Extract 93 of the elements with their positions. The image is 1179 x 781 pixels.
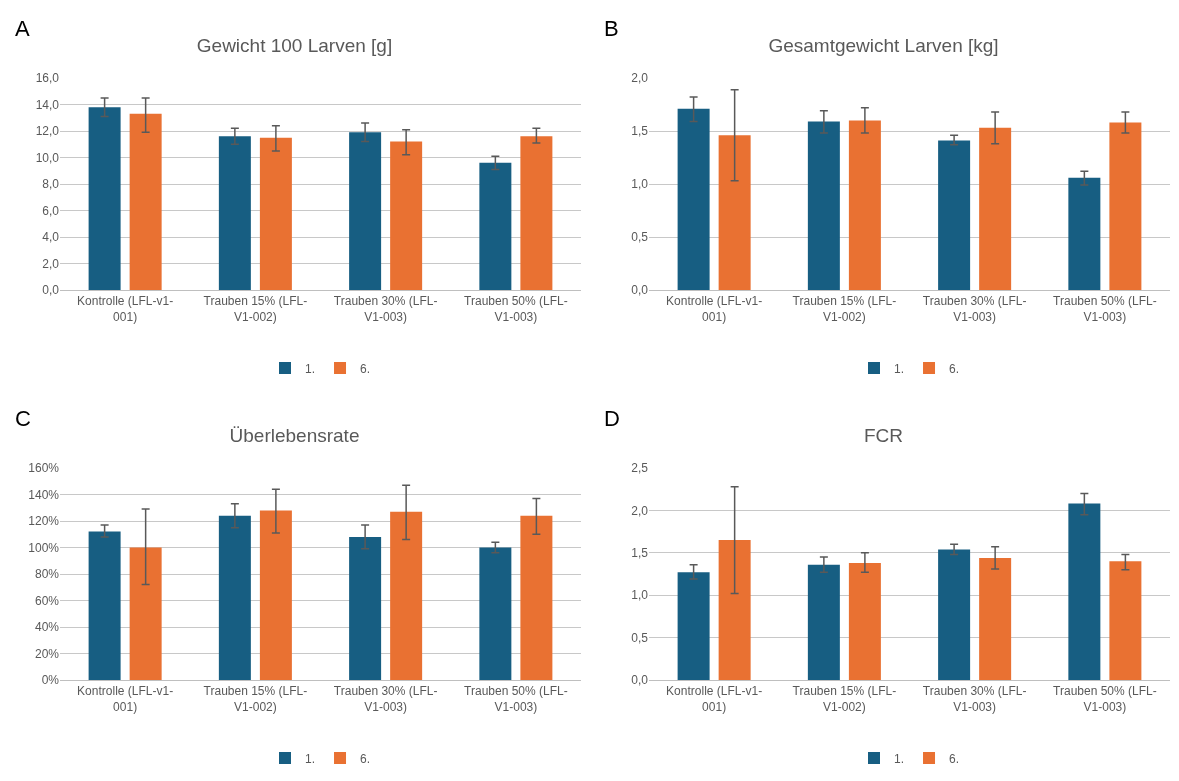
y-tick-label: 100% [28, 540, 60, 555]
text: C [15, 406, 31, 431]
x-tick-label: Trauben 15% (LFL-V1-002) [203, 294, 308, 324]
bar [938, 140, 971, 290]
bar [520, 136, 553, 290]
y-tick-label: 10,0 [35, 150, 60, 165]
y-tick-label: 0,0 [42, 283, 60, 298]
y-tick-label: 6,0 [42, 203, 60, 218]
chart-title: Gewicht 100 Larven [g] [196, 35, 393, 57]
legend-label: 1. [305, 361, 316, 376]
legend-label: 6. [360, 361, 371, 376]
y-tick-label: 60% [34, 593, 60, 608]
y-tick-label: 16,0 [35, 71, 60, 86]
bar [848, 562, 881, 680]
x-tick-label: Trauben 15% (LFL-V1-002) [792, 294, 897, 324]
bar [979, 557, 1012, 680]
legend-label: 1. [894, 361, 905, 376]
bar [718, 540, 751, 680]
x-tick-label: Kontrolle (LFL-v1-001) [77, 294, 174, 324]
bar [807, 121, 840, 290]
y-tick-label: 12,0 [35, 124, 60, 139]
bar [807, 564, 840, 680]
y-tick-label: 1,5 [631, 546, 649, 560]
y-tick-label: 40% [34, 620, 60, 635]
y-tick-label: 2,0 [42, 256, 60, 271]
legend-label: 1. [305, 751, 316, 766]
legend-label: 6. [949, 361, 960, 376]
chart-title: Gesamtgewicht Larven [kg] [768, 35, 999, 57]
y-tick-label: 4,0 [42, 230, 60, 245]
bar [390, 511, 423, 680]
y-tick-label: 2,0 [631, 503, 649, 518]
y-tick-label: 0% [41, 673, 60, 688]
bar [979, 127, 1012, 290]
y-tick-label: 80% [34, 567, 60, 582]
bar [218, 136, 251, 290]
text: B [604, 16, 619, 41]
x-tick-label: Trauben 30% (LFL-V1-003) [333, 684, 438, 714]
x-tick-label: Trauben 30% (LFL-V1-003) [922, 294, 1027, 324]
bar [349, 536, 382, 680]
y-tick-label: 160% [28, 461, 60, 476]
text: D [604, 406, 620, 431]
chart-title: Überlebensrate [229, 425, 360, 447]
bar [1109, 561, 1142, 680]
y-tick-label: 14,0 [35, 97, 60, 112]
text: A [15, 16, 30, 41]
bar [259, 137, 292, 290]
y-tick-label: 1,5 [631, 124, 649, 139]
bar [718, 135, 751, 290]
y-tick-label: 8,0 [42, 177, 60, 192]
legend-label: 6. [949, 751, 960, 766]
y-tick-label: 120% [28, 514, 60, 529]
bar [259, 510, 292, 680]
bar [677, 572, 710, 680]
x-tick-label: Kontrolle (LFL-v1-001) [77, 684, 174, 714]
bar [129, 547, 162, 680]
y-tick-label: 2,5 [631, 461, 649, 476]
bar [390, 141, 423, 290]
bar [479, 547, 512, 680]
bar [520, 515, 553, 680]
bar [479, 162, 512, 290]
x-tick-label: Trauben 50% (LFL-V1-003) [464, 294, 568, 324]
bar [129, 113, 162, 290]
y-tick-label: 140% [28, 487, 60, 502]
x-tick-label: Trauben 50% (LFL-V1-003) [1053, 294, 1157, 324]
legend-label: 6. [360, 751, 371, 766]
x-tick-label: Kontrolle (LFL-v1-001) [666, 294, 763, 324]
x-tick-label: Trauben 50% (LFL-V1-003) [464, 684, 568, 714]
bar [677, 108, 710, 290]
x-tick-label: Trauben 15% (LFL-V1-002) [203, 684, 308, 714]
bar [938, 549, 971, 680]
bar [1068, 503, 1101, 680]
bar [88, 107, 121, 290]
y-tick-label: 20% [34, 646, 60, 661]
legend-label: 1. [894, 751, 905, 766]
x-tick-label: Kontrolle (LFL-v1-001) [666, 684, 763, 714]
x-tick-label: Trauben 30% (LFL-V1-003) [922, 684, 1027, 714]
bar [848, 120, 881, 290]
y-tick-label: 2,0 [631, 71, 649, 86]
y-tick-label: 1,0 [631, 588, 649, 603]
x-tick-label: Trauben 15% (LFL-V1-002) [792, 684, 897, 714]
bar [1109, 122, 1142, 290]
chart-title: FCR [863, 425, 904, 447]
y-tick-label: 0,5 [631, 230, 649, 245]
y-tick-label: 1,0 [631, 177, 649, 192]
bar [349, 132, 382, 290]
x-tick-label: Trauben 50% (LFL-V1-003) [1053, 684, 1157, 714]
bar [218, 515, 251, 680]
y-tick-label: 0,0 [631, 283, 649, 298]
y-tick-label: 0,0 [631, 673, 649, 688]
bar [88, 531, 121, 680]
bar [1068, 177, 1101, 290]
x-tick-label: Trauben 30% (LFL-V1-003) [333, 294, 438, 324]
y-tick-label: 0,5 [631, 630, 649, 645]
